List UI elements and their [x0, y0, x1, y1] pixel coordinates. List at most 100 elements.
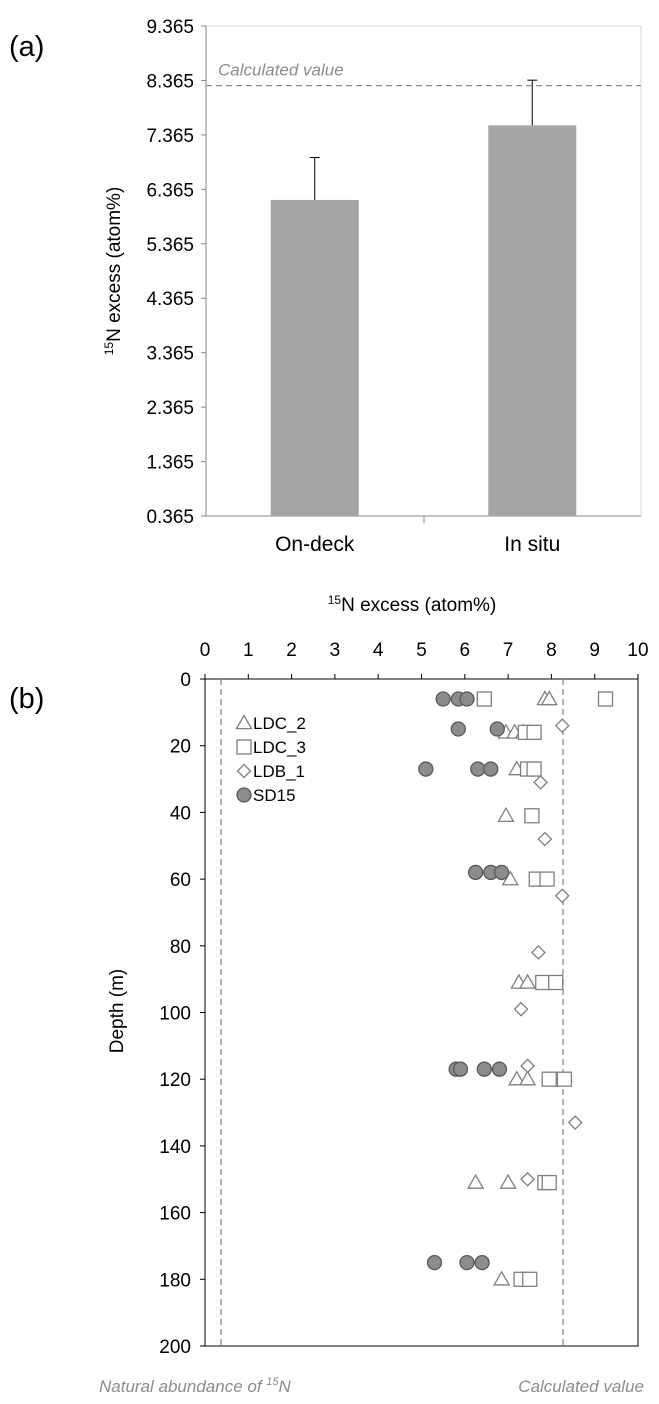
panel-b-y-tick-label: 40	[170, 803, 191, 824]
panel-a-y-tick-label: 3.365	[146, 344, 194, 365]
panel-b-x-tick-label: 6	[460, 640, 471, 661]
data-point-sd15	[469, 865, 483, 879]
legend-label: LDC_2	[253, 714, 306, 733]
panel-a-bar	[271, 200, 359, 516]
panel-b-y-axis-title: Depth (m)	[107, 969, 128, 1053]
panel-b-x-tick-label: 10	[627, 640, 648, 661]
data-point-ldc-3	[525, 809, 539, 823]
data-point-sd15	[427, 1256, 441, 1270]
panel-a-y-tick-label: 8.365	[146, 71, 194, 92]
data-point-ldc-3	[599, 692, 613, 706]
legend-item-ldb-1: LDB_1	[238, 762, 305, 781]
panel-a-y-tick-label: 9.365	[146, 17, 194, 38]
legend-item-ldc-3: LDC_3	[237, 738, 306, 757]
data-point-ldb-1	[521, 1059, 534, 1072]
panel-b-x-tick-label: 1	[243, 640, 254, 661]
panel-b-label: (b)	[9, 683, 44, 715]
data-point-ldc-3	[527, 762, 541, 776]
panel-a: (a) 0.365 1.365 2.365 3.365 4.365 5.365 6.365 7…	[9, 17, 641, 556]
legend-item-ldc-2: LDC_2	[237, 714, 306, 733]
panel-b-y-tick-label: 120	[159, 1070, 191, 1091]
data-point-ldb-1	[538, 833, 551, 846]
panel-b-x-tick-label: 3	[330, 640, 341, 661]
panel-b-y-tick-label: 160	[159, 1204, 191, 1225]
legend-label: LDC_3	[253, 738, 306, 757]
data-point-ldc-2	[501, 1175, 516, 1188]
data-point-ldb-1	[521, 1173, 534, 1186]
panel-b-y-tick-label: 20	[170, 737, 191, 758]
panel-b-x-axis-title-superscript: 15	[328, 593, 342, 607]
data-point-ldc-2	[494, 1272, 509, 1285]
panel-b-x-tick-label: 5	[416, 640, 427, 661]
panel-a-y-tick-label: 2.365	[146, 398, 194, 419]
panel-a-category-label: In situ	[504, 533, 560, 556]
panel-a-y-axis-title: 15N excess (atom%)	[102, 187, 125, 356]
legend-label: LDB_1	[253, 762, 305, 781]
data-point-ldb-1	[534, 776, 547, 789]
data-point-ldc-3	[542, 1176, 556, 1190]
data-point-sd15	[477, 1062, 491, 1076]
panel-b: (b) 15N excess (atom%) 0 1 2 3 4 5 6 7 8 9 10 0204…	[9, 593, 649, 1396]
panel-b-y-tick-label: 100	[159, 1004, 191, 1025]
legend-marker	[237, 716, 252, 729]
panel-b-legend: LDC_2 LDC_3 LDB_1 SD15	[237, 714, 306, 805]
panel-a-y-tick-label: 7.365	[146, 126, 194, 147]
data-point-sd15	[495, 865, 509, 879]
panel-b-x-tick-label: 4	[373, 640, 384, 661]
data-point-ldc-3	[540, 872, 554, 886]
panel-b-x-tick-label: 7	[503, 640, 514, 661]
data-point-ldb-1	[569, 1116, 582, 1129]
legend-marker	[237, 788, 251, 802]
data-point-ldc-2	[520, 1072, 535, 1085]
data-point-ldc-3	[542, 1072, 556, 1086]
panel-a-calculated-value-label: Calculated value	[218, 61, 344, 80]
panel-b-natural-abundance-label-tail: N	[279, 1377, 292, 1396]
panel-b-y-tick-label: 80	[170, 937, 191, 958]
data-point-ldc-3	[477, 692, 491, 706]
panel-b-x-tick-label: 0	[200, 640, 211, 661]
data-point-sd15	[419, 762, 433, 776]
legend-label: SD15	[253, 786, 296, 805]
panel-a-bars: On-deck In situ	[271, 80, 577, 556]
panel-a-category-label: On-deck	[275, 533, 355, 556]
panel-b-x-axis-title: 15N excess (atom%)	[328, 593, 497, 616]
panel-b-natural-abundance-label-text: Natural abundance of	[99, 1377, 266, 1396]
panel-b-points	[419, 692, 613, 1287]
panel-b-x-axis-title-text: N excess (atom%)	[341, 595, 496, 616]
panel-b-x-tick-label: 8	[546, 640, 557, 661]
data-point-ldb-1	[556, 719, 569, 732]
panel-b-y-tick-label: 0	[180, 670, 191, 691]
panel-b-x-tick-label: 2	[286, 640, 297, 661]
data-point-ldc-3	[557, 1072, 571, 1086]
legend-marker	[237, 740, 251, 754]
data-point-ldc-3	[527, 725, 541, 739]
legend-marker	[238, 765, 251, 778]
legend-item-sd15: SD15	[237, 786, 296, 805]
data-point-ldc-3	[549, 975, 563, 989]
panel-b-natural-abundance-label-superscript: 15	[266, 1376, 279, 1388]
panel-b-calculated-value-label: Calculated value	[518, 1377, 644, 1396]
panel-b-x-ticks: 0 1 2 3 4 5 6 7 8 9 10	[200, 640, 649, 679]
data-point-sd15	[453, 1062, 467, 1076]
panel-b-y-ticks: 0 20 40 60 80 100 120 140 160 180 200	[159, 670, 205, 1358]
data-point-sd15	[451, 722, 465, 736]
panel-a-label: (a)	[9, 31, 44, 63]
data-point-ldb-1	[515, 1003, 528, 1016]
data-point-sd15	[436, 692, 450, 706]
data-point-ldb-1	[556, 889, 569, 902]
panel-a-y-tick-label: 4.365	[146, 289, 194, 310]
panel-b-y-tick-label: 200	[159, 1337, 191, 1358]
panel-b-y-tick-label: 140	[159, 1137, 191, 1158]
panel-a-y-tick-label: 0.365	[146, 507, 194, 528]
panel-b-y-tick-label: 180	[159, 1270, 191, 1291]
data-point-ldc-3	[523, 1272, 537, 1286]
data-point-ldb-1	[532, 946, 545, 959]
data-point-ldc-3	[536, 975, 550, 989]
panel-a-y-tick-label: 1.365	[146, 453, 194, 474]
panel-a-y-axis-title-superscript: 15	[102, 342, 116, 356]
panel-a-bar	[488, 125, 576, 516]
panel-b-x-tick-label: 9	[589, 640, 600, 661]
data-point-sd15	[492, 1062, 506, 1076]
panel-b-y-tick-label: 60	[170, 870, 191, 891]
